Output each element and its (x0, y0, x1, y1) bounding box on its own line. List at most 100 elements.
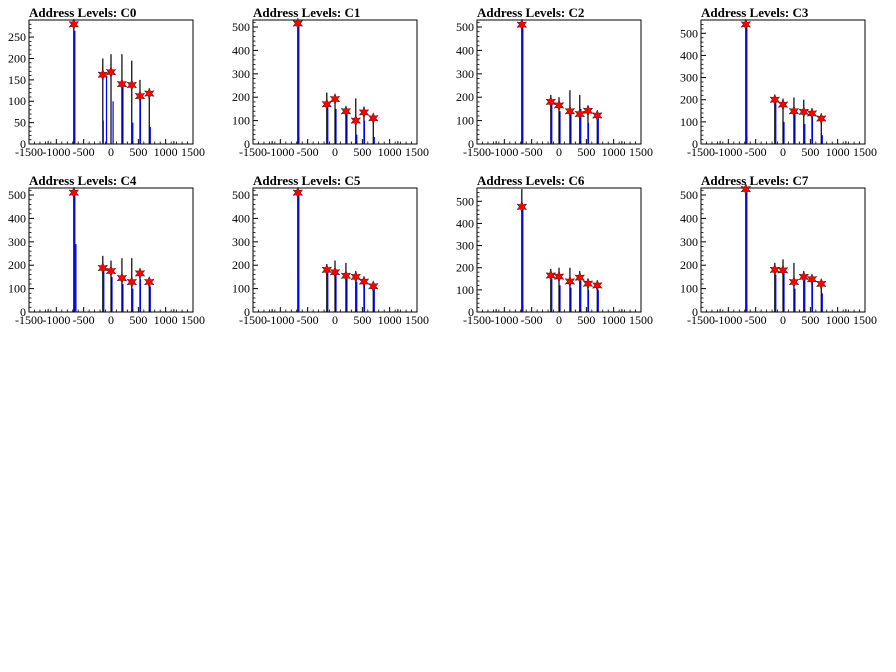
y-tick-label: 100 (456, 114, 474, 128)
x-tick-label: 500 (801, 145, 819, 159)
peak-marker (134, 267, 146, 280)
peak-marker (144, 276, 155, 289)
peak-marker (105, 265, 117, 278)
x-tick-label: -1000 (490, 313, 518, 327)
x-tick-label: 1500 (853, 145, 877, 159)
peak-marker (564, 275, 576, 288)
x-tick-label: 0 (780, 145, 786, 159)
y-tick-label: 0 (692, 137, 698, 151)
peak-marker (516, 200, 528, 213)
y-tick-label: 300 (232, 235, 250, 249)
x-tick-label: -1000 (714, 313, 742, 327)
y-tick-label: 400 (456, 43, 474, 57)
x-tick-label: -500 (297, 145, 319, 159)
x-tick-label: -1000 (266, 145, 294, 159)
peak-marker (329, 266, 341, 279)
peak-marker (769, 93, 781, 106)
x-tick-label: -1500 (463, 313, 491, 327)
panel-c2: Address Levels: C20100200300400500-1500-… (456, 5, 653, 159)
y-tick-label: 200 (232, 90, 250, 104)
x-tick-label: 500 (353, 313, 371, 327)
y-tick-label: 100 (232, 282, 250, 296)
y-tick-label: 500 (680, 26, 698, 40)
panel-c1: Address Levels: C10100200300400500-1500-… (232, 5, 429, 159)
peak-marker (777, 264, 789, 277)
x-tick-label: 1000 (826, 145, 850, 159)
peak-marker (358, 275, 370, 288)
panel-c5: Address Levels: C50100200300400500-1500-… (232, 173, 429, 327)
panel-title: Address Levels: C5 (253, 173, 361, 188)
panel-c4: Address Levels: C40100200300400500-1500-… (8, 173, 205, 327)
peak-marker (798, 105, 810, 118)
y-tick-label: 400 (232, 211, 250, 225)
panel-c0: Address Levels: C0 0 50 100 150 200 250 -1500 -1… (8, 5, 205, 159)
y-tick-label: 400 (680, 48, 698, 62)
y-tick-label: 400 (456, 216, 474, 230)
peak-marker (68, 18, 80, 31)
x-tick-label: 0 (108, 145, 114, 159)
peak-marker (769, 263, 781, 276)
y-tick-label: 500 (680, 188, 698, 202)
panel-title: Address Levels: C3 (701, 5, 809, 20)
peak-marker (798, 270, 810, 283)
peak-marker (368, 112, 379, 125)
peak-marker (574, 271, 586, 284)
peak-marker (516, 18, 528, 31)
x-tick-label: 500 (129, 145, 147, 159)
x-tick-label: 0 (780, 313, 786, 327)
peak-marker (105, 66, 117, 79)
peak-marker (788, 105, 800, 118)
x-tick-label: -500 (521, 313, 543, 327)
x-tick-label: 1500 (853, 313, 877, 327)
peak-marker (321, 98, 333, 111)
peak-marker (788, 276, 800, 289)
y-tick-label: 300 (232, 67, 250, 81)
panel-title: Address Levels: C1 (253, 5, 360, 20)
y-tick-label: 300 (8, 235, 26, 249)
y-tick-label: 500 (456, 194, 474, 208)
x-tick-label: 500 (353, 145, 371, 159)
peak-marker (116, 78, 128, 91)
y-tick-label: 500 (456, 20, 474, 34)
peak-marker (134, 90, 146, 103)
y-tick-label: 500 (232, 188, 250, 202)
x-tick-label: -1500 (239, 145, 267, 159)
peak-marker (740, 183, 752, 196)
y-tick-label: 200 (680, 258, 698, 272)
peak-marker (806, 273, 818, 286)
x-tick-label: -1500 (463, 145, 491, 159)
peak-marker (350, 114, 362, 127)
x-tick-label: 0 (556, 145, 562, 159)
y-tick-label: 300 (680, 71, 698, 85)
y-tick-label: 300 (680, 235, 698, 249)
peak-marker (545, 269, 557, 282)
peak-marker (553, 270, 565, 283)
peak-marker (582, 277, 594, 290)
x-tick-label: 1500 (629, 313, 653, 327)
x-tick-label: -1500 (239, 313, 267, 327)
x-tick-label: -500 (297, 313, 319, 327)
x-tick-label: -1500 (687, 313, 715, 327)
y-tick-label: 300 (456, 239, 474, 253)
peak-marker (777, 98, 789, 111)
x-tick-label: -1500 (15, 313, 43, 327)
peak-marker (116, 272, 128, 285)
y-tick-label: 0 (20, 305, 26, 319)
peak-marker (126, 78, 138, 92)
peak-marker (358, 106, 370, 119)
y-tick-label: 100 (456, 283, 474, 297)
x-tick-label: 1000 (826, 313, 850, 327)
panel-c3: Address Levels: C30100200300400500-1500-… (680, 5, 877, 159)
x-tick-label: 500 (801, 313, 819, 327)
x-tick-label: 0 (332, 145, 338, 159)
peak-marker (592, 109, 603, 122)
x-tick-label: -500 (745, 145, 767, 159)
y-tick-label: 100 (8, 94, 26, 108)
y-tick-label: 300 (456, 67, 474, 81)
x-tick-label: 500 (577, 313, 595, 327)
x-tick-label: 1500 (405, 313, 429, 327)
x-tick-label: 0 (332, 313, 338, 327)
y-tick-label: 500 (232, 20, 250, 34)
y-tick-label: 0 (20, 137, 26, 151)
y-tick-label: 200 (8, 258, 26, 272)
